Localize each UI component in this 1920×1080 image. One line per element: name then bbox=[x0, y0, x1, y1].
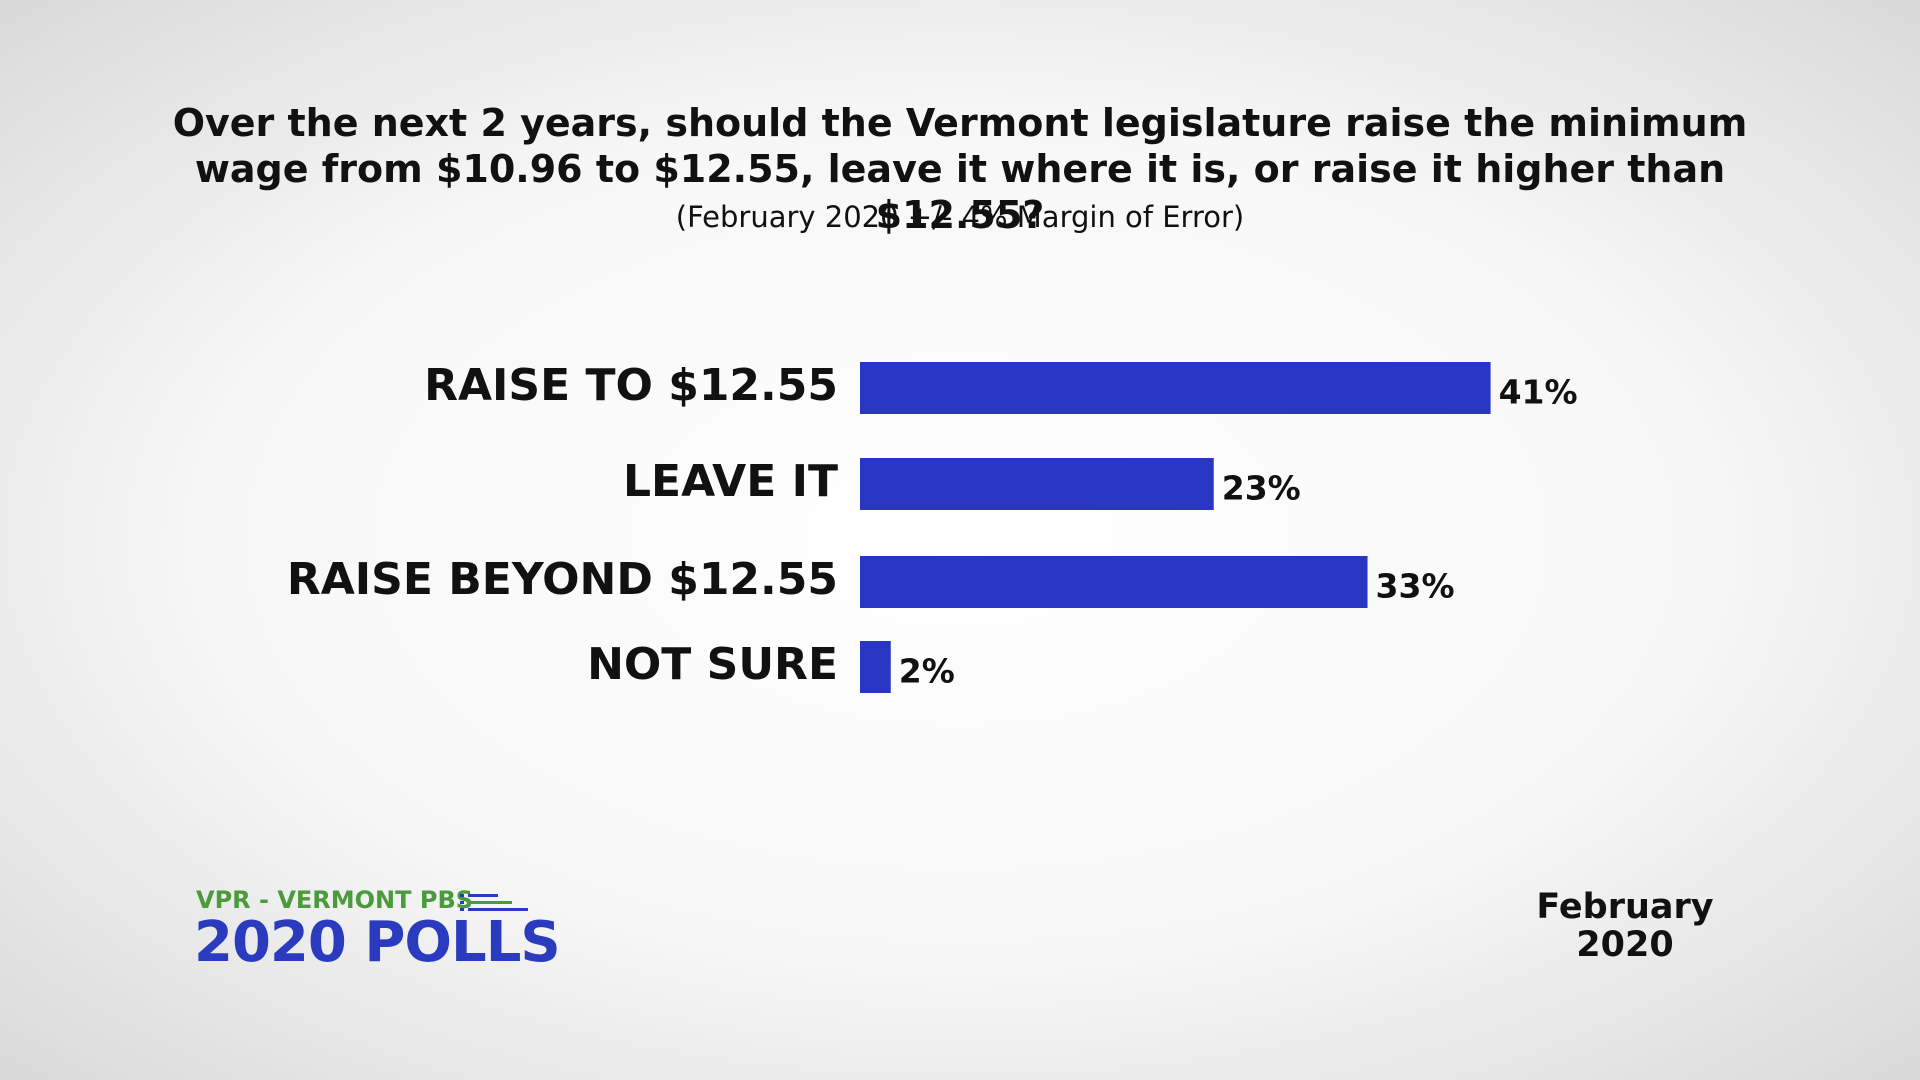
category-label: LEAVE IT bbox=[623, 456, 838, 507]
value-label: 2% bbox=[899, 652, 955, 691]
chart-title: Over the next 2 years, should the Vermon… bbox=[172, 101, 1748, 237]
category-label: RAISE BEYOND $12.55 bbox=[287, 554, 838, 605]
value-label: 33% bbox=[1376, 567, 1455, 606]
bar bbox=[860, 362, 1491, 414]
chart-subtitle: (February 2020 +/- 4% Margin of Error) bbox=[675, 200, 1245, 234]
value-label: 41% bbox=[1499, 373, 1578, 412]
logo-icon bbox=[460, 894, 528, 911]
category-label: NOT SURE bbox=[587, 639, 838, 690]
brand-top: VPR - VERMONT PBS bbox=[196, 886, 474, 914]
category-label: RAISE TO $12.55 bbox=[424, 360, 838, 411]
date-label: February 2020 bbox=[1536, 887, 1714, 965]
bar bbox=[860, 556, 1368, 608]
bar bbox=[860, 458, 1214, 510]
brand-main: 2020 POLLS bbox=[194, 910, 561, 975]
value-label: 23% bbox=[1222, 469, 1301, 508]
bar bbox=[860, 641, 891, 693]
